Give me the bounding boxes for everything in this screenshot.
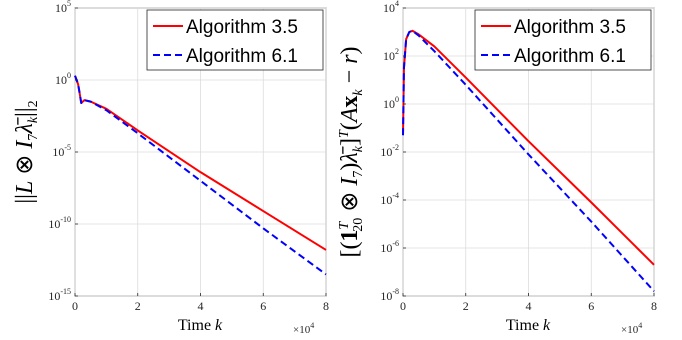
y-tick-label: 102: [383, 47, 399, 63]
x-tick-label: 4: [526, 299, 532, 313]
right-x-multiplier: ×104: [621, 321, 642, 336]
y-tick-label: 10-15: [48, 287, 71, 303]
x-tick-label: 8: [651, 299, 657, 313]
x-tick-label: 0: [400, 299, 406, 313]
y-tick-label: 104: [383, 0, 399, 15]
left-legend-label-alg35: Algorithm 3.5: [186, 17, 298, 38]
right-y-axis-label: [(1T20 ⊗ I7)λ̄k]T(Axk − r): [337, 46, 366, 257]
right-chart-panel: 0 2 4 6 8 104 102 100 10-2 10-4 10-6 10-8 [(1T20 ⊗ …: [337, 0, 657, 336]
series-line-algorithm-6-1: [74, 75, 327, 276]
left-x-axis-label: Time k: [178, 317, 223, 334]
x-tick-label: 4: [198, 299, 204, 313]
left-legend-box: [146, 9, 324, 71]
right-legend-label-alg35: Algorithm 3.5: [514, 17, 626, 38]
x-tick-label: 2: [463, 299, 469, 313]
y-tick-label: 10-4: [380, 191, 399, 207]
right-legend-label-alg61: Algorithm 6.1: [514, 46, 626, 67]
y-tick-label: 10-2: [380, 143, 399, 159]
right-legend: Algorithm 3.5 Algorithm 6.1: [474, 9, 652, 71]
y-tick-label: 100: [383, 95, 399, 111]
y-tick-label: 10-5: [52, 143, 71, 159]
right-series-lines: [402, 29, 655, 292]
left-legend: Algorithm 3.5 Algorithm 6.1: [146, 9, 324, 71]
x-tick-label: 6: [588, 299, 594, 313]
x-tick-label: 2: [135, 299, 141, 313]
y-tick-label: 10-6: [380, 239, 399, 255]
left-chart-panel: 0 2 4 6 8 105 100 10-5 10-10 10-15 ||L ⊗ I7λ̄k||2…: [12, 0, 329, 336]
right-x-axis-label: Time k: [506, 317, 551, 334]
y-tick-label: 100: [55, 71, 71, 87]
x-tick-label: 0: [72, 299, 78, 313]
series-line-algorithm-6-1: [402, 29, 655, 292]
x-tick-label: 6: [260, 299, 266, 313]
right-tick-labels: 0 2 4 6 8 104 102 100 10-2 10-4 10-6 10-8: [380, 0, 657, 313]
y-tick-label: 10-8: [380, 287, 399, 303]
svg-text:||L ⊗ I7λ̄k||2: ||L ⊗ I7λ̄k||2: [12, 100, 41, 203]
right-legend-box: [474, 9, 652, 71]
y-tick-label: 10-10: [48, 215, 71, 231]
left-x-multiplier: ×104: [293, 321, 314, 336]
left-tick-labels: 0 2 4 6 8 105 100 10-5 10-10 10-15: [48, 0, 329, 313]
svg-text:[(1T20 ⊗ I7)λ̄k]T(Axk − r): [(1T20 ⊗ I7)λ̄k]T(Axk − r): [337, 46, 366, 257]
left-y-axis-label: ||L ⊗ I7λ̄k||2: [12, 100, 41, 203]
y-tick-label: 105: [55, 0, 71, 15]
left-series-lines: [74, 75, 327, 276]
x-tick-label: 8: [323, 299, 329, 313]
left-legend-label-alg61: Algorithm 6.1: [186, 46, 298, 67]
